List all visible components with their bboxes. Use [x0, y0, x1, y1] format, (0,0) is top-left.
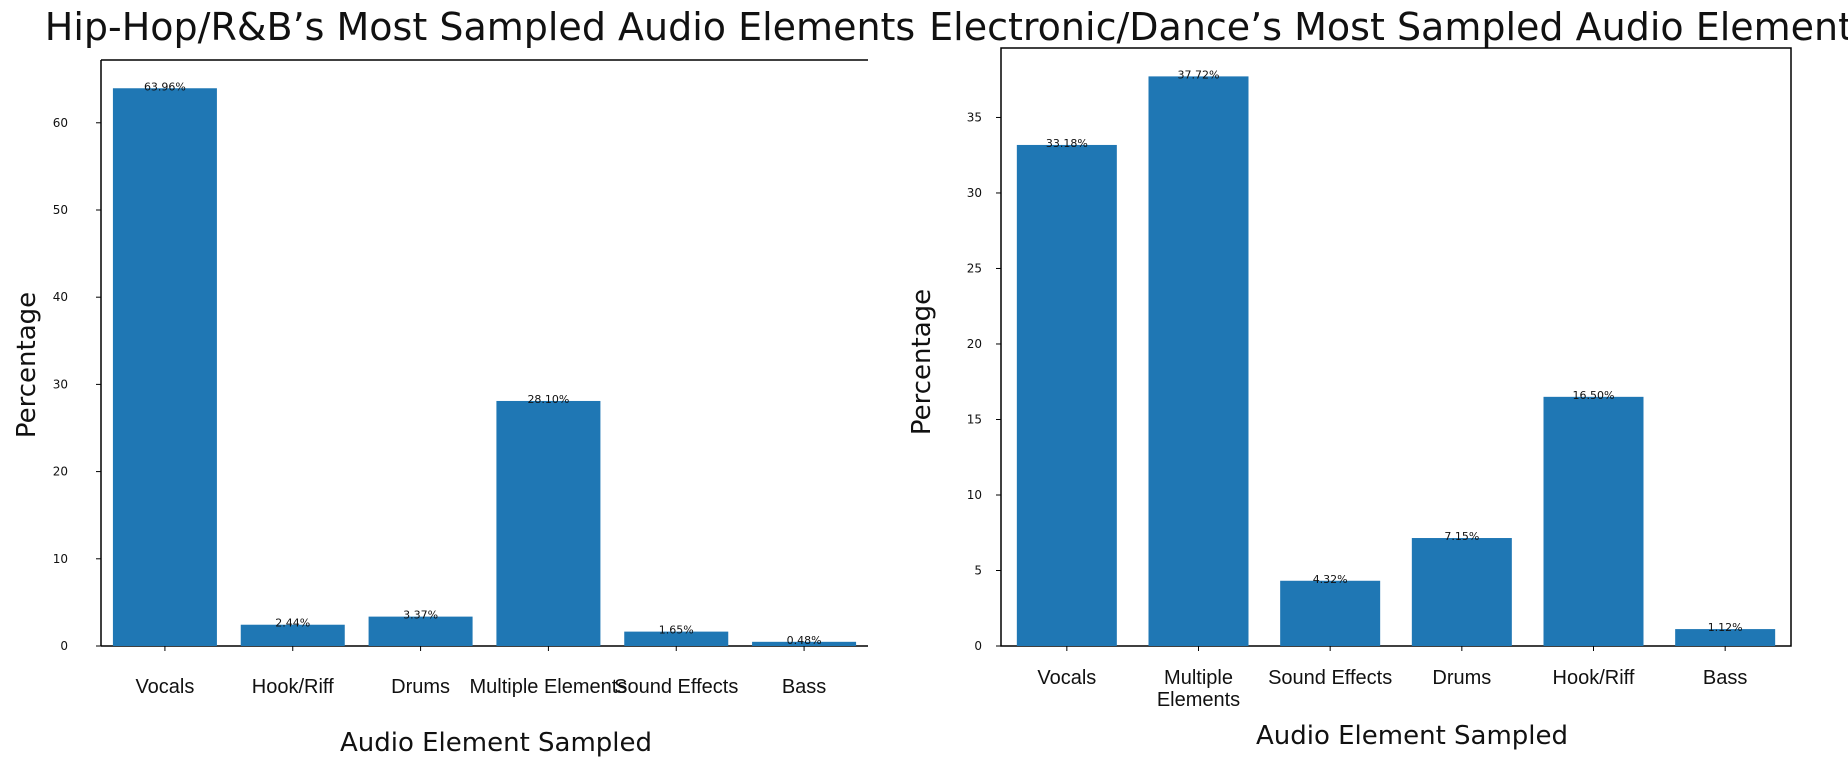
- electronic-bar-sound-effects: [1280, 580, 1381, 646]
- hiphop-category-label: Hook/Riff: [252, 676, 334, 698]
- electronic-data-label: 7.15%: [1444, 530, 1479, 543]
- hiphop-chart: Hip-Hop/R&B’s Most Sampled Audio Element…: [12, 5, 915, 758]
- hiphop-ytick-label: 50: [53, 203, 68, 217]
- electronic-category-label: Sound Effects: [1268, 667, 1392, 689]
- electronic-plot-frame: [1000, 47, 1792, 647]
- hiphop-category-label: Vocals: [135, 676, 194, 698]
- hiphop-data-label: 0.48%: [787, 634, 822, 647]
- electronic-category-label: Hook/Riff: [1553, 667, 1635, 689]
- hiphop-category-label: Bass: [782, 676, 826, 698]
- electronic-data-label: 1.12%: [1708, 621, 1743, 634]
- electronic-ytick-label: 20: [967, 337, 982, 351]
- hiphop-data-label: 2.44%: [275, 617, 310, 630]
- electronic-bar-bass: [1675, 629, 1776, 646]
- hiphop-ytick-label: 20: [53, 465, 68, 479]
- electronic-ytick-label: 10: [967, 488, 982, 502]
- hiphop-data-label: 1.65%: [659, 624, 694, 637]
- hiphop-data-label: 28.10%: [527, 393, 569, 406]
- hiphop-bar-sound-effects: [624, 631, 729, 646]
- electronic-ytick-label: 35: [967, 110, 982, 124]
- electronic-ytick-label: 25: [967, 261, 982, 275]
- electronic-bar-vocals: [1016, 144, 1117, 646]
- electronic-bar-drums: [1411, 538, 1512, 646]
- electronic-bar-hook-riff: [1543, 396, 1644, 646]
- electronic-bar-multiple-elements: [1148, 76, 1249, 647]
- electronic-x-axis-label: Audio Element Sampled: [1256, 721, 1568, 751]
- electronic-category-label: Drums: [1432, 667, 1491, 689]
- hiphop-category-label: Drums: [391, 676, 450, 698]
- electronic-data-label: 37.72%: [1178, 68, 1220, 81]
- electronic-category-label: Vocals: [1037, 667, 1096, 689]
- hiphop-data-label: 3.37%: [403, 609, 438, 622]
- electronic-chart: Electronic/Dance’s Most Sampled Audio El…: [907, 5, 1848, 751]
- electronic-ytick-label: 30: [967, 186, 982, 200]
- hiphop-ytick-label: 10: [53, 552, 68, 566]
- hiphop-category-label: Multiple Elements: [469, 676, 627, 698]
- electronic-category-label: Bass: [1703, 667, 1747, 689]
- hiphop-bar-bass: [752, 641, 857, 646]
- hiphop-data-label: 63.96%: [144, 80, 186, 93]
- hiphop-ytick-label: 0: [60, 639, 68, 653]
- hiphop-ytick-label: 30: [53, 377, 68, 391]
- hiphop-category-label: Sound Effects: [614, 676, 738, 698]
- electronic-ytick-label: 5: [974, 563, 982, 577]
- hiphop-bar-drums: [368, 616, 473, 646]
- electronic-category-label: Multiple Elements: [1157, 667, 1240, 711]
- electronic-ytick-label: 0: [974, 639, 982, 653]
- hiphop-chart-title: Hip-Hop/R&B’s Most Sampled Audio Element…: [45, 5, 915, 49]
- hiphop-ytick-label: 40: [53, 290, 68, 304]
- hiphop-bar-vocals: [112, 88, 217, 647]
- electronic-ytick-label: 15: [967, 412, 982, 426]
- electronic-data-label: 33.18%: [1046, 137, 1088, 150]
- hiphop-ytick-label: 60: [53, 116, 68, 130]
- electronic-chart-title: Electronic/Dance’s Most Sampled Audio El…: [929, 5, 1848, 49]
- hiphop-bar-hook-riff: [240, 624, 345, 646]
- hiphop-y-axis-label: Percentage: [12, 292, 42, 438]
- electronic-data-label: 4.32%: [1313, 573, 1348, 586]
- electronic-y-axis-label: Percentage: [907, 289, 937, 435]
- hiphop-bar-multiple-elements: [496, 400, 601, 646]
- electronic-data-label: 16.50%: [1573, 389, 1615, 402]
- hiphop-x-axis-label: Audio Element Sampled: [340, 728, 652, 758]
